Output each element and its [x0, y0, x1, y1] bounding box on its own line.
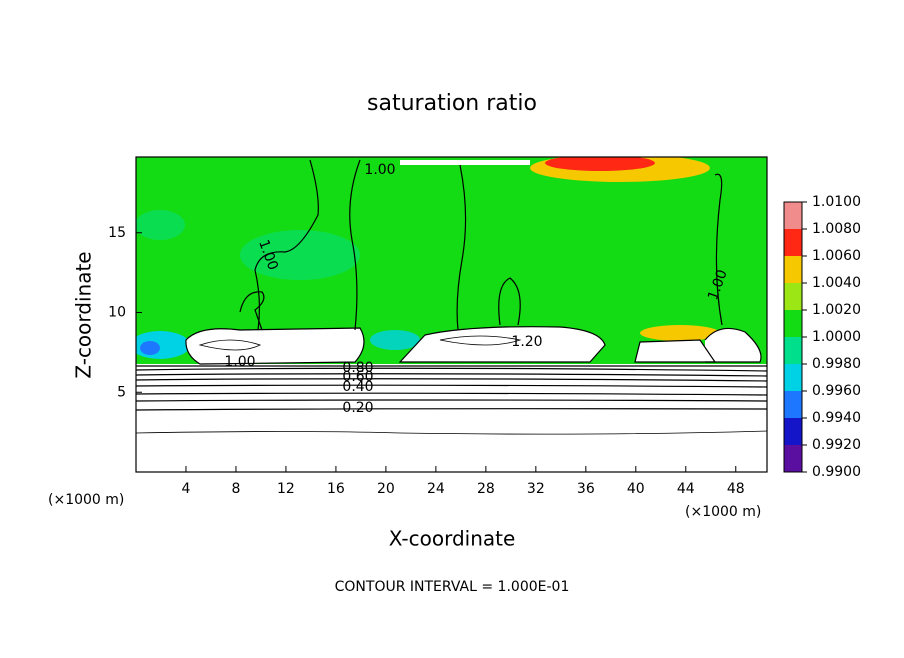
colorbar-tick-label: 1.0080 — [812, 221, 861, 237]
contour-line — [714, 173, 723, 326]
x-unit: (×1000 m) — [48, 492, 124, 508]
colorbar-segment — [784, 256, 802, 283]
field-region — [140, 341, 160, 355]
contour-line — [185, 327, 365, 365]
contour-line — [136, 430, 767, 435]
field-region — [136, 210, 185, 240]
colorbar-segment — [784, 337, 802, 364]
x-tick-label: 36 — [577, 481, 595, 497]
contour-line — [349, 159, 361, 331]
below-range — [136, 364, 767, 472]
cloud — [400, 326, 605, 362]
contour-label: 1.00 — [224, 354, 255, 370]
cloud — [705, 328, 761, 362]
field-region — [136, 331, 190, 359]
y-tick-label: 15 — [108, 225, 126, 241]
cloud — [185, 328, 364, 364]
plot-frame — [135, 156, 768, 473]
x-tick-label: 16 — [327, 481, 345, 497]
contour-line — [254, 159, 319, 331]
contour-label: 0.60 — [342, 369, 373, 385]
contour-interval-note: CONTOUR INTERVAL = 1.000E-01 — [335, 579, 570, 595]
field — [136, 157, 767, 472]
contour-line — [136, 399, 767, 402]
x-tick-label: 24 — [427, 481, 445, 497]
colorbar-tick-label: 0.9980 — [812, 356, 861, 372]
colorbar-segment — [784, 418, 802, 445]
x-tick-label: 28 — [477, 481, 495, 497]
field-region — [640, 325, 720, 341]
contour-line — [136, 373, 767, 377]
field-region — [545, 157, 655, 171]
x-unit: (×1000 m) — [685, 504, 761, 520]
x-tick-label: 44 — [677, 481, 695, 497]
contour-label: 0.20 — [342, 400, 373, 416]
contour-line — [456, 164, 467, 331]
contour-line — [136, 367, 767, 372]
contour-line — [398, 326, 606, 363]
contour-label: 1.00 — [364, 162, 395, 178]
x-tick-label: 12 — [277, 481, 295, 497]
colorbar-tick-label: 0.9920 — [812, 437, 861, 453]
contour-label: 0.40 — [342, 379, 373, 395]
field-region — [240, 230, 360, 280]
colorbar-segment — [784, 391, 802, 418]
contour-line — [136, 408, 767, 411]
colorbar-segment — [784, 445, 802, 472]
colorbar-tick-label: 1.0040 — [812, 275, 861, 291]
cloud — [400, 160, 530, 165]
y-tick-label: 10 — [108, 305, 126, 321]
colorbar-segment — [784, 229, 802, 256]
x-tick-label: 40 — [627, 481, 645, 497]
field-region — [370, 330, 420, 350]
colorbar-segment — [784, 283, 802, 310]
y-tick-label: 5 — [117, 384, 126, 400]
colorbar-tick-label: 0.9900 — [812, 464, 861, 480]
colorbar-tick-label: 0.9940 — [812, 410, 861, 426]
cloud — [635, 340, 715, 362]
chart-title: saturation ratio — [367, 91, 537, 116]
colorbar-tick-label: 1.0100 — [812, 194, 861, 210]
contour-line — [498, 277, 521, 326]
contour-label: 0.80 — [342, 360, 373, 376]
x-axis-label: X-coordinate — [389, 527, 516, 551]
contour-line — [136, 392, 767, 396]
colorbar-tick-label: 1.0020 — [812, 302, 861, 318]
colorbar-segment — [784, 310, 802, 337]
x-tick-label: 4 — [182, 481, 191, 497]
contour-line — [136, 384, 767, 388]
contour-label: 1.20 — [511, 334, 542, 350]
x-tick-label: 8 — [231, 481, 240, 497]
colorbar-segment — [784, 202, 802, 229]
contour-line — [704, 327, 762, 363]
contour-line — [239, 291, 265, 331]
x-tick-label: 20 — [377, 481, 395, 497]
colorbar-tick-label: 0.9960 — [812, 383, 861, 399]
contour-line — [198, 335, 522, 351]
x-tick-label: 48 — [727, 481, 745, 497]
x-tick-label: 32 — [527, 481, 545, 497]
colorbar-tick-label: 1.0000 — [812, 329, 861, 345]
colorbar-segment — [784, 364, 802, 391]
y-axis-label: Z-coordinate — [72, 251, 96, 378]
colorbar-tick-label: 1.0060 — [812, 248, 861, 264]
contour-line — [136, 378, 767, 382]
